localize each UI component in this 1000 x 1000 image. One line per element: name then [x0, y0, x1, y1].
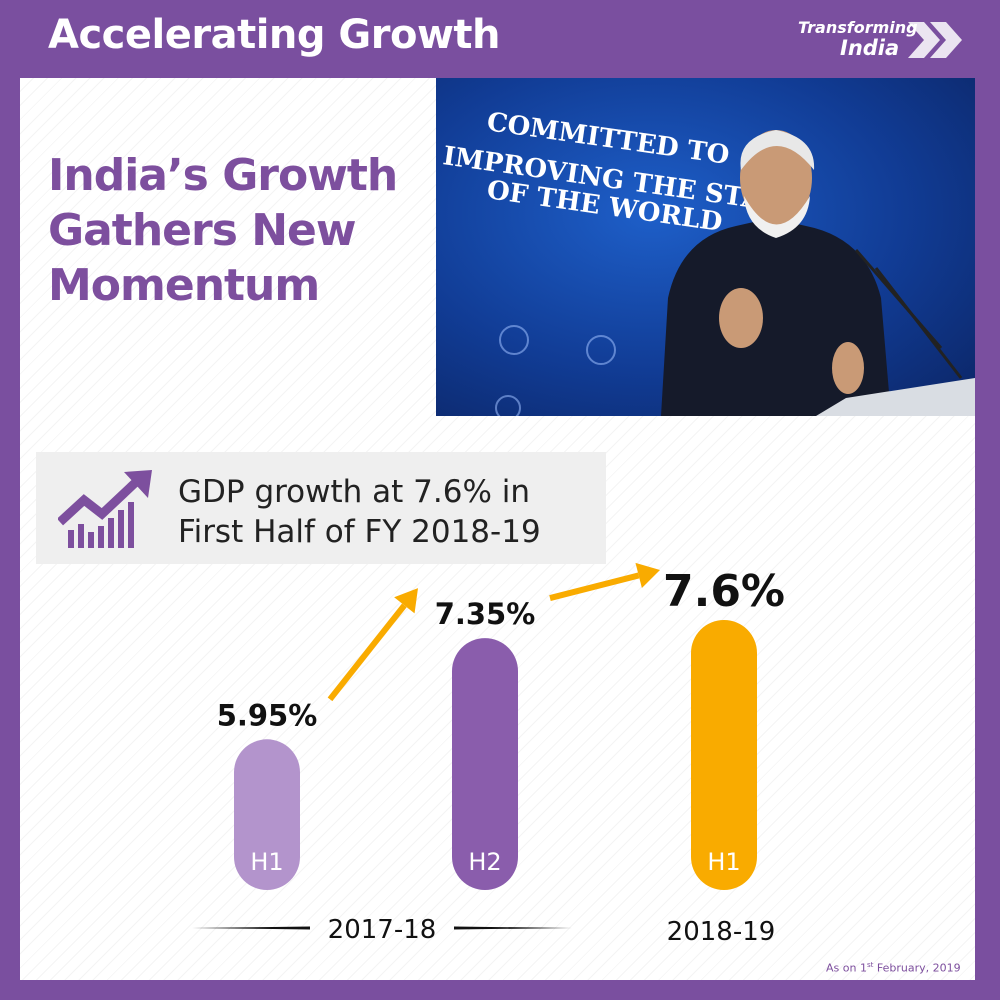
footnote-suffix: February, 2019	[873, 961, 961, 975]
bar-category-label-3: H1	[707, 848, 740, 876]
brand-line2: India	[840, 36, 900, 60]
headline: India’s Growth Gathers New Momentum	[48, 148, 408, 313]
bar-category-label-2: H2	[468, 848, 501, 876]
bar-category-label-1: H1	[250, 848, 283, 876]
brand-logo: Transforming India	[798, 18, 978, 62]
headline-line2: Gathers New	[48, 205, 357, 256]
growth-chart-icon	[58, 470, 152, 548]
bar-3	[691, 620, 757, 890]
value-label-2: 7.35%	[435, 597, 536, 631]
info-text: GDP growth at 7.6% in First Half of FY 2…	[178, 472, 598, 552]
speaker-photo-illustration: COMMITTED TO IMPROVING THE STATE OF THE …	[441, 107, 975, 416]
footnote: As on 1st February, 2019	[826, 961, 961, 975]
forum-logos	[495, 325, 616, 416]
growth-arrow-line-2	[549, 572, 640, 601]
growth-arrows	[327, 562, 660, 702]
info-line2: First Half of FY 2018-19	[178, 514, 541, 550]
footnote-prefix: As on 1	[826, 961, 867, 975]
year-divider-left	[192, 926, 310, 930]
speaker-photo: COMMITTED TO IMPROVING THE STATE OF THE …	[436, 78, 975, 416]
bar-1	[234, 739, 300, 890]
info-line1: GDP growth at 7.6% in	[178, 474, 531, 510]
year-label-2018-19: 2018-19	[667, 917, 776, 947]
value-label-1: 5.95%	[217, 698, 318, 732]
growth-arrow-head-1	[394, 588, 418, 614]
headline-line3: Momentum	[48, 260, 320, 311]
info-box: GDP growth at 7.6% in First Half of FY 2…	[36, 452, 606, 564]
brand-line1: Transforming	[798, 18, 918, 37]
bars-layer: H1 5.95% H2 7.35% H1 7.6%	[217, 566, 785, 890]
growth-arrow-head-2	[635, 562, 660, 589]
growth-arrow-line-1	[327, 603, 407, 702]
year-divider-right	[454, 926, 572, 930]
year-axis: 2017-18 2018-19	[192, 915, 775, 947]
headline-line1: India’s Growth	[48, 150, 398, 201]
bar-2	[452, 638, 518, 890]
chevron-arrows-icon	[908, 22, 962, 58]
year-label-2017-18: 2017-18	[328, 915, 437, 945]
page-title: Accelerating Growth	[48, 12, 501, 58]
value-label-3: 7.6%	[663, 566, 785, 617]
footnote-sup: st	[866, 961, 874, 969]
